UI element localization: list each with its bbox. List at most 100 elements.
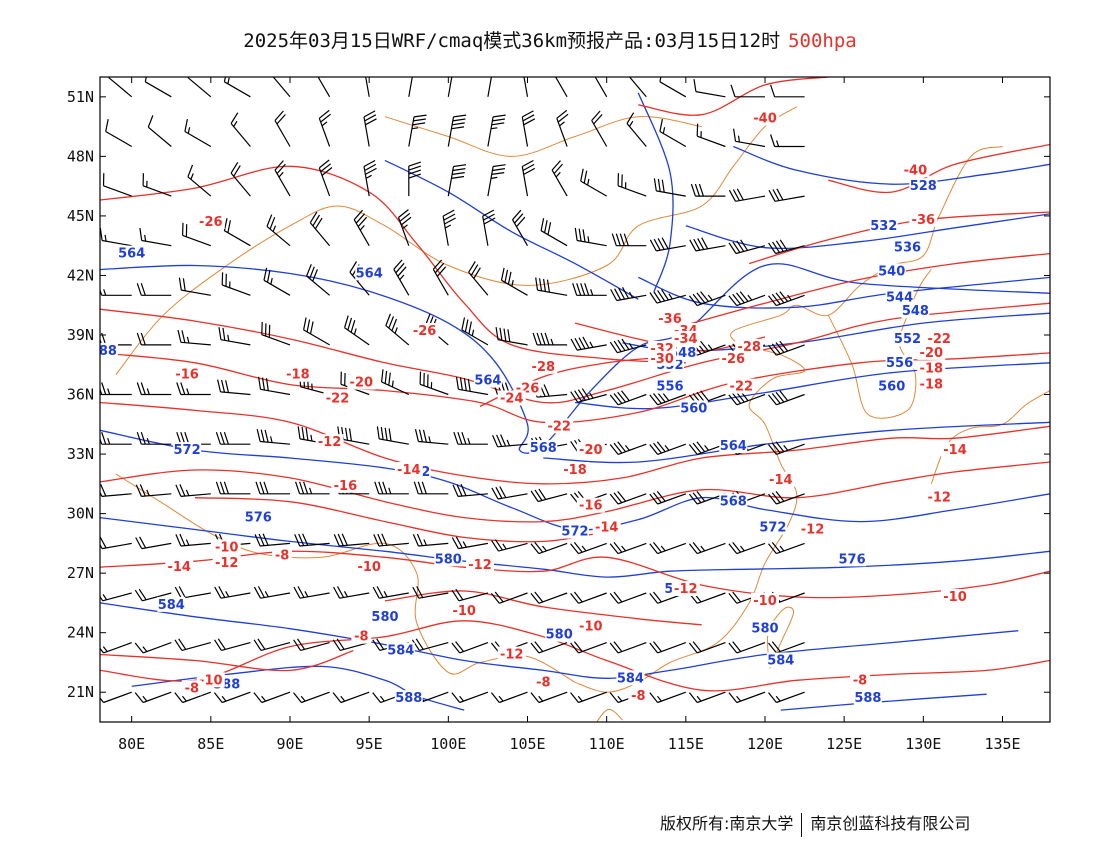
- temperature-label: -40: [751, 110, 779, 127]
- height-label-bg: [679, 400, 708, 416]
- wind-barb-staff: [306, 275, 330, 296]
- temperature-label-bg: [315, 434, 344, 450]
- temperature-label: -12: [798, 521, 827, 538]
- wind-barb-staff: [101, 542, 132, 550]
- wind-barb: [442, 209, 456, 246]
- wind-barb-feather: [491, 172, 505, 175]
- wind-barb-feather: [736, 391, 745, 403]
- temperature-label-bg: [450, 602, 479, 618]
- wind-barb-feather: [413, 114, 427, 118]
- wind-barb-feather: [768, 394, 777, 406]
- wind-barb-feather: [408, 169, 421, 175]
- wind-barb-staff: [309, 222, 331, 247]
- wind-barb-feather: [365, 167, 377, 175]
- wind-barb-feather: [223, 432, 229, 445]
- wind-barb: [100, 227, 132, 247]
- wind-barb-staff: [142, 185, 172, 197]
- height-label-bg: [100, 342, 118, 358]
- wind-barb: [491, 486, 528, 500]
- temperature-label-bg: [181, 680, 202, 696]
- wind-barb-feather: [584, 283, 590, 296]
- height-label-text: 580: [751, 622, 778, 637]
- wind-barb-feather: [175, 534, 182, 547]
- wind-barb: [609, 390, 647, 406]
- wind-barb-half-feather: [779, 545, 785, 552]
- wind-barb-staff: [340, 691, 370, 704]
- wind-barb-feather: [613, 492, 623, 504]
- wind-barb-staff: [578, 691, 607, 704]
- wind-barb: [142, 173, 172, 197]
- wind-barb-feather: [694, 183, 700, 197]
- wind-barb-staff: [260, 388, 291, 396]
- wind-barb-staff: [397, 217, 410, 246]
- wind-barb: [491, 539, 528, 552]
- wind-barb-staff: [318, 167, 331, 197]
- wind-barb-feather: [467, 378, 471, 392]
- wind-barb-feather: [577, 389, 586, 401]
- wind-barb-feather: [432, 259, 443, 270]
- latitude-axis: 21N 24N 27N 30N 33N 36N 39N 42N 45N 48N 51N: [67, 88, 1050, 701]
- wind-barb-half-feather: [590, 289, 594, 296]
- wind-barb-feather: [619, 233, 625, 246]
- wind-barb-feather: [302, 533, 309, 546]
- wind-barb-feather: [615, 233, 621, 246]
- temperature-label: -18: [283, 366, 312, 383]
- height-label: 564: [719, 438, 748, 454]
- height-label-text: 576: [839, 552, 866, 567]
- wind-barb-staff: [301, 691, 330, 704]
- wind-barb-feather: [553, 163, 563, 174]
- wind-barb-feather: [649, 642, 659, 654]
- temperature-label: -22: [323, 390, 352, 407]
- wind-barb-staff: [695, 245, 726, 252]
- wind-barb-feather: [100, 595, 104, 602]
- wind-barb-feather: [309, 266, 315, 279]
- wind-barb-feather: [516, 216, 526, 227]
- wind-barb-feather: [434, 262, 445, 274]
- wind-barb-half-feather: [144, 234, 147, 242]
- height-label: 564: [473, 372, 502, 389]
- temperature-label-text: -22: [730, 380, 754, 395]
- temperature-label: -14: [592, 519, 621, 536]
- temperature-label-bg: [917, 360, 946, 376]
- wind-barb-feather: [134, 589, 143, 602]
- wind-barb-feather: [314, 217, 323, 230]
- height-label-bg: [838, 551, 867, 567]
- wind-barb: [554, 77, 568, 98]
- temperature-label: -10: [751, 592, 779, 609]
- wind-barb-feather: [649, 444, 659, 455]
- wind-barb: [487, 77, 492, 97]
- wind-barb-feather: [499, 486, 507, 498]
- temperature-label-text: -8: [354, 630, 368, 645]
- wind-barb: [461, 317, 489, 346]
- wind-barb-feather: [483, 213, 495, 221]
- wind-barb-feather: [306, 319, 311, 333]
- wind-barb-feather: [100, 437, 103, 445]
- height-contour-564: [100, 263, 1050, 454]
- temperature-label-bg: [941, 442, 969, 458]
- wind-barb-feather: [177, 329, 182, 343]
- wind-barb-feather: [617, 339, 626, 351]
- temperature-label-bg: [719, 350, 748, 366]
- height-label-bg: [719, 493, 748, 509]
- wind-barb-half-feather: [187, 127, 191, 134]
- wind-barb-half-feather: [227, 334, 230, 342]
- wind-barb-feather: [779, 291, 789, 302]
- temperature-contour-40: [638, 77, 829, 116]
- wind-barb: [134, 642, 172, 654]
- height-label: 552: [893, 331, 922, 347]
- wind-barb-feather: [609, 394, 619, 406]
- wind-barb: [365, 77, 370, 97]
- wind-barb-feather: [297, 638, 305, 650]
- wind-barb-feather: [468, 261, 476, 273]
- wind-barb-feather: [378, 481, 384, 494]
- wind-barb: [309, 211, 331, 247]
- wind-barb: [500, 267, 528, 296]
- temperature-label-bg: [165, 559, 194, 575]
- wind-barb-staff: [418, 592, 449, 599]
- height-label-text: 572: [174, 443, 201, 458]
- wind-barb-staff: [101, 239, 132, 247]
- wind-barb-feather: [732, 542, 742, 553]
- wind-barb-feather: [108, 77, 110, 78]
- wind-barb-staff: [776, 691, 805, 704]
- wind-barb-staff: [260, 642, 291, 651]
